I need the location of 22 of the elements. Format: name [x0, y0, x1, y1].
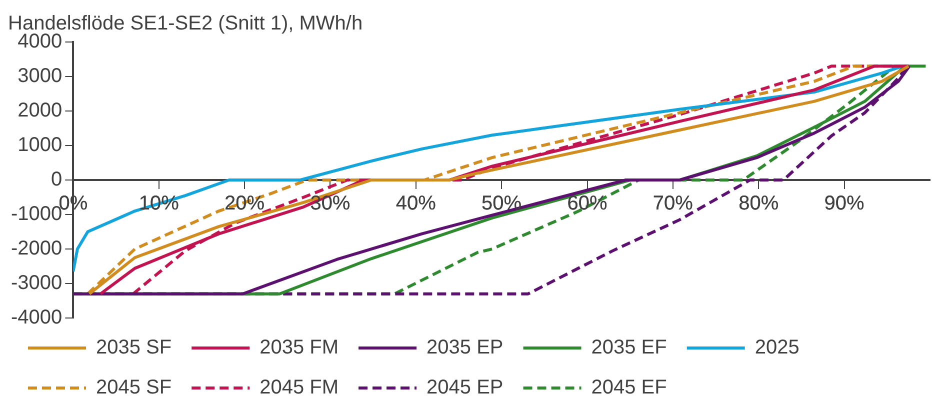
x-tick-label: 80%: [738, 192, 779, 215]
y-tick-label: 3000: [18, 65, 62, 88]
x-tick-label: 90%: [824, 192, 865, 215]
y-tick-label: 2000: [18, 100, 62, 122]
legend-label: 2035 SF: [96, 336, 172, 359]
legend-label: 2045 EF: [591, 376, 667, 399]
y-tick-label: 0: [51, 168, 62, 191]
legend-label: 2035 EP: [426, 336, 504, 359]
legend-label: 2045 SF: [96, 376, 172, 399]
y-tick-label: -4000: [10, 306, 62, 329]
legend-label: 2045 FM: [260, 376, 339, 399]
x-tick-label: 40%: [396, 192, 436, 215]
legend-label: 2045 EP: [426, 376, 504, 399]
y-tick-label: -2000: [10, 238, 62, 260]
y-tick-label: -3000: [10, 272, 62, 294]
legend-label: 2035 FM: [260, 336, 339, 359]
x-tick-label: 70%: [652, 192, 694, 215]
legend-label: 2025: [754, 336, 800, 359]
x-tick-label: 30%: [310, 192, 350, 215]
x-tick-label: 50%: [482, 192, 522, 215]
y-tick-label: 1000: [18, 134, 62, 156]
legend-label: 2035 EF: [591, 336, 667, 359]
